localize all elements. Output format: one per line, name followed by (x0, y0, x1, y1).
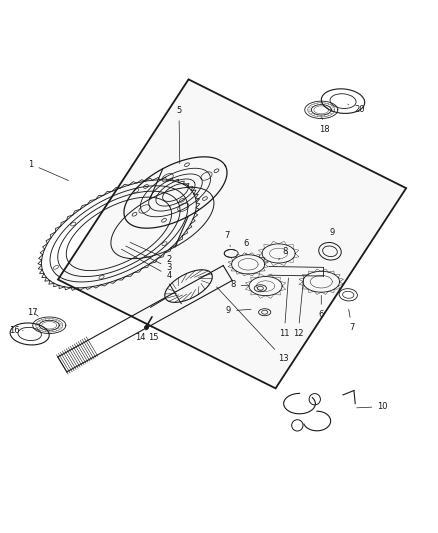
Text: 11: 11 (279, 278, 290, 337)
Text: 5: 5 (177, 106, 182, 164)
Text: 7: 7 (349, 309, 354, 332)
Text: 10: 10 (357, 402, 388, 411)
Text: 16: 16 (9, 326, 23, 335)
Text: 7: 7 (224, 231, 230, 246)
Text: 14: 14 (135, 329, 146, 342)
Text: 9: 9 (329, 228, 335, 243)
Text: 15: 15 (148, 327, 159, 342)
Text: 17: 17 (28, 308, 38, 317)
Text: 8: 8 (279, 247, 288, 260)
Text: 6: 6 (243, 239, 249, 255)
Text: 18: 18 (319, 117, 330, 134)
Text: 9: 9 (226, 306, 251, 316)
Polygon shape (58, 79, 406, 389)
Text: 12: 12 (293, 278, 304, 337)
Text: 4: 4 (121, 249, 172, 280)
Text: 13: 13 (216, 287, 289, 364)
Text: 1: 1 (28, 160, 68, 181)
Text: 6: 6 (318, 295, 324, 319)
Text: 2: 2 (130, 243, 172, 264)
Text: 20: 20 (348, 104, 364, 114)
Text: 8: 8 (230, 280, 249, 289)
Text: 3: 3 (126, 246, 172, 272)
